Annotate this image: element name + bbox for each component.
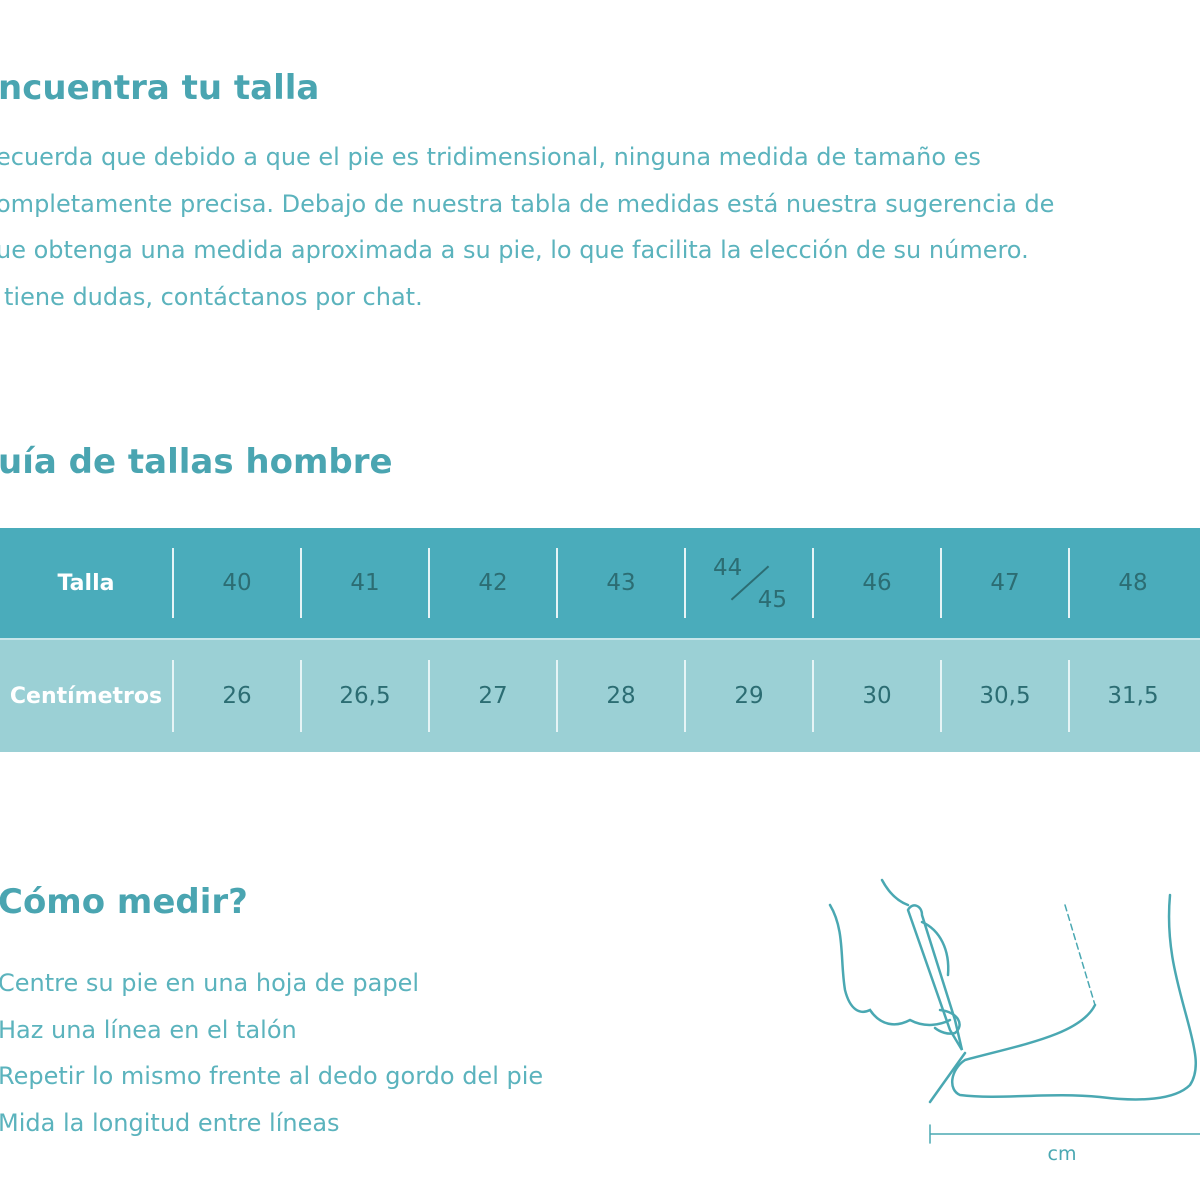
intro-line: ompletamente precisa. Debajo de nuestra … (0, 189, 1055, 218)
cm-cell: 27 (478, 683, 508, 709)
size-cell: 47 (990, 570, 1020, 596)
size-row: Talla 40 41 42 43 44 45 46 47 48 (0, 528, 1200, 638)
intro-line: ecuerda que debido a que el pie es tridi… (0, 143, 981, 171)
find-size-title: ncuentra tu talla (0, 68, 320, 108)
size-cell: 48 (1118, 570, 1148, 596)
pencil-icon (906, 904, 964, 1051)
hand-top (880, 878, 910, 907)
cm-cell: 26 (222, 683, 252, 709)
size-table: Talla 40 41 42 43 44 45 46 47 48 Centímet… (0, 528, 1200, 752)
size-cell-fraction: 44 45 (686, 528, 812, 638)
size-cell: 40 (222, 570, 252, 596)
cm-cell: 26,5 (339, 683, 391, 709)
step-item: Centre su pie en una hoja de papel (0, 969, 420, 997)
cm-row: Centímetros 26 26,5 27 28 29 30 30,5 31,… (0, 638, 1200, 752)
size-cell: 46 (862, 570, 892, 596)
measure-line (929, 1124, 1200, 1144)
hand-outline (828, 903, 952, 1027)
cm-cell: 30 (862, 683, 892, 709)
size-top: 44 (713, 555, 743, 581)
step-item: Repetir lo mismo frente al dedo gordo de… (0, 1062, 544, 1091)
size-cell: 43 (606, 570, 636, 596)
cm-cell: 31,5 (1107, 683, 1159, 709)
step-item: Mida la longitud entre líneas (0, 1109, 340, 1138)
cm-label: cm (1048, 1143, 1077, 1165)
step-item: Haz una línea en el talón (0, 1015, 297, 1044)
row-label-talla: Talla (57, 570, 115, 596)
intro-paragraph: ecuerda que debido a que el pie es tridi… (0, 134, 1054, 320)
heel-line (928, 1051, 967, 1104)
foot-measure-illustration: cm (828, 878, 1200, 1165)
size-bottom: 45 (757, 587, 787, 613)
cm-cell: 30,5 (979, 683, 1031, 709)
row-label-cm: Centímetros (9, 683, 163, 709)
size-cell: 42 (478, 570, 508, 596)
intro-line: ue obtenga una medida aproximada a su pi… (0, 236, 1029, 264)
intro-line: tiene dudas, contáctanos por chat. (4, 282, 423, 311)
size-cell: 41 (350, 570, 380, 596)
cm-cell: 29 (734, 683, 764, 709)
steps-list: Centre su pie en una hoja de papel Haz u… (0, 960, 543, 1147)
cm-cell: 28 (606, 683, 636, 709)
how-to-measure-title: Cómo medir? (0, 882, 248, 922)
leg-front-dashed (1064, 904, 1096, 1006)
foot-outline (951, 893, 1197, 1101)
size-guide-title: uía de tallas hombre (0, 442, 393, 482)
